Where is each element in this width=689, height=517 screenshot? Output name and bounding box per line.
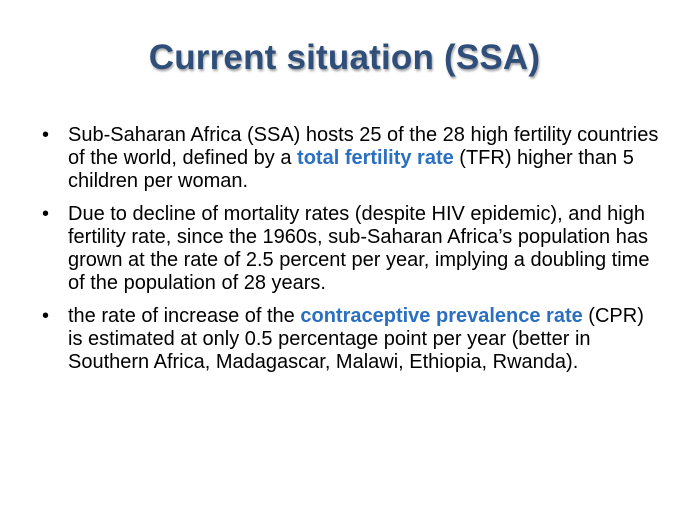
bullet-list: • Sub-Saharan Africa (SSA) hosts 25 of t…	[42, 124, 662, 384]
bullet-text: the rate of increase of the contraceptiv…	[68, 305, 644, 373]
bullet-highlight-term: contraceptive prevalence rate	[300, 305, 583, 327]
bullet-text-segment: Due to decline of mortality rates (despi…	[68, 203, 650, 294]
bullet-item: • the rate of increase of the contracept…	[42, 305, 662, 374]
bullet-text: Sub-Saharan Africa (SSA) hosts 25 of the…	[68, 124, 658, 192]
bullet-text-segment: (TFR) higher than 5 children per woman.	[68, 147, 634, 192]
bullet-item: • Due to decline of mortality rates (des…	[42, 203, 662, 295]
bullet-marker: •	[42, 305, 50, 327]
bullet-text-segment: (CPR) is estimated at only 0.5 percentag…	[68, 305, 644, 373]
slide-title: Current situation (SSA)	[148, 38, 541, 77]
bullet-text: Due to decline of mortality rates (despi…	[68, 203, 649, 294]
bullet-marker: •	[42, 124, 50, 146]
bullet-item: • Sub-Saharan Africa (SSA) hosts 25 of t…	[42, 124, 662, 193]
bullet-text-segment: Sub-Saharan Africa (SSA) hosts 25 of the…	[68, 124, 659, 169]
bullet-marker: •	[42, 203, 50, 225]
bullet-text-segment: the rate of increase of the	[68, 305, 301, 327]
bullet-highlight-term: total fertility rate	[297, 147, 454, 169]
